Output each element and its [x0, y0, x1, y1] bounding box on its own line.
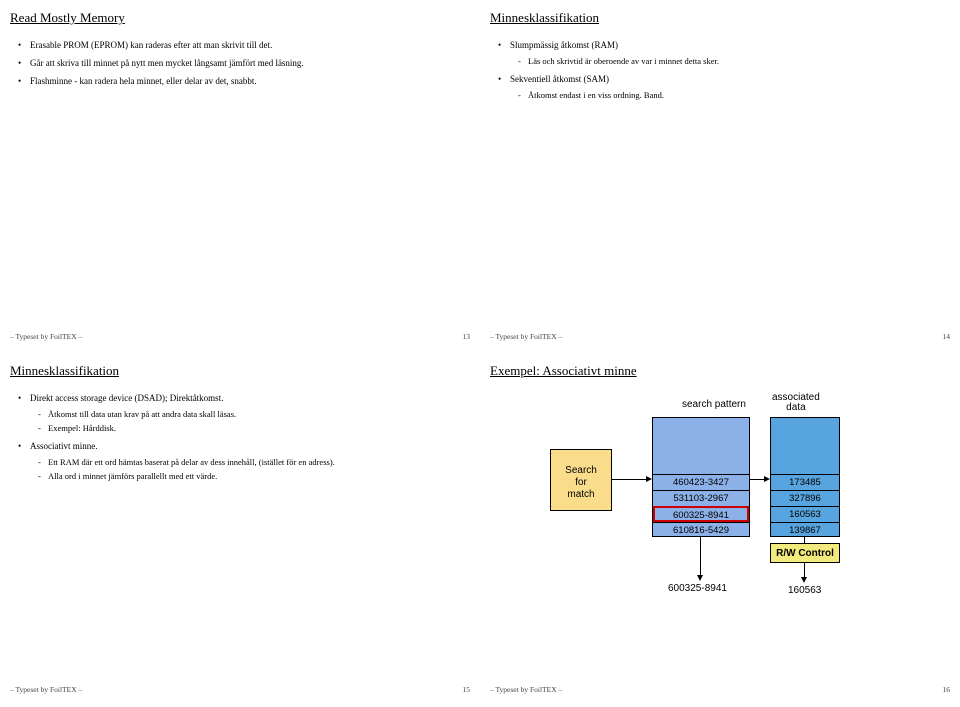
sub-text: Åtkomst till data utan krav på att andra…: [48, 409, 236, 419]
table-row: 173485: [771, 474, 839, 490]
sub-item: Alla ord i minnet jämförs parallellt med…: [38, 471, 470, 481]
list-item: Går att skriva till minnet på nytt men m…: [18, 58, 470, 68]
item-text: Associativt minne.: [30, 441, 98, 451]
footer-text: – Typeset by FoilTEX –: [10, 332, 82, 341]
data-table: 173485 327896 160563 139867: [770, 417, 840, 537]
sub-item: Åtkomst endast i en viss ordning. Band.: [518, 90, 950, 100]
footer-text: – Typeset by FoilTEX –: [10, 685, 82, 694]
rw-control-box: R/W Control: [770, 543, 840, 563]
table-row: 531103-2967: [653, 490, 749, 506]
sub-text: Åtkomst endast i en viss ordning. Band.: [528, 90, 664, 100]
footer-text: – Typeset by FoilTEX –: [490, 332, 562, 341]
list-item: Sekventiell åtkomst (SAM) Åtkomst endast…: [498, 74, 950, 100]
table-row-highlight: 600325-8941: [653, 506, 749, 522]
associative-memory-diagram: search pattern associateddata Searchform…: [550, 393, 890, 603]
list-item: Flashminne - kan radera hela minnet, ell…: [18, 76, 470, 86]
footer: – Typeset by FoilTEX – 15: [10, 685, 470, 694]
slide-16: Exempel: Associativt minne search patter…: [490, 363, 950, 696]
title: Exempel: Associativt minne: [490, 363, 950, 379]
bullet-list: Slumpmässig åtkomst (RAM) Läs och skrivt…: [498, 40, 950, 100]
sub-item: Exempel: Hårddisk.: [38, 423, 470, 433]
table-row: 610816-5429: [653, 522, 749, 538]
arrow-head-icon: [697, 575, 703, 581]
result-right-label: 160563: [788, 585, 821, 596]
sub-item: Åtkomst till data utan krav på att andra…: [38, 409, 470, 419]
sub-text: Ett RAM där ett ord hämtas baserat på de…: [48, 457, 335, 467]
pattern-table: 460423-3427 531103-2967 600325-8941 6108…: [652, 417, 750, 537]
page-number: 13: [463, 332, 471, 341]
arrow: [612, 479, 646, 480]
item-text: Flashminne - kan radera hela minnet, ell…: [30, 76, 257, 86]
item-text: Erasable PROM (EPROM) kan raderas efter …: [30, 40, 272, 50]
footer: – Typeset by FoilTEX – 13: [10, 332, 470, 341]
item-text: Slumpmässig åtkomst (RAM): [510, 40, 618, 50]
label-search-pattern: search pattern: [682, 399, 746, 410]
slide-13: Read Mostly Memory Erasable PROM (EPROM)…: [10, 10, 470, 343]
footer: – Typeset by FoilTEX – 14: [490, 332, 950, 341]
title: Minnesklassifikation: [10, 363, 470, 379]
bullet-list: Erasable PROM (EPROM) kan raderas efter …: [18, 40, 470, 86]
table-row: 160563: [771, 506, 839, 522]
footer: – Typeset by FoilTEX – 16: [490, 685, 950, 694]
label-associated-data: associateddata: [772, 393, 820, 413]
item-text: Direkt access storage device (DSAD); Dir…: [30, 393, 223, 403]
table-row: 327896: [771, 490, 839, 506]
arrow-head-icon: [764, 476, 770, 482]
sub-text: Läs och skrivtid är oberoende av var i m…: [528, 56, 719, 66]
list-item: Direkt access storage device (DSAD); Dir…: [18, 393, 470, 433]
result-left-label: 600325-8941: [668, 583, 727, 594]
title: Minnesklassifikation: [490, 10, 950, 26]
item-text: Går att skriva till minnet på nytt men m…: [30, 58, 304, 68]
slide-15: Minnesklassifikation Direkt access stora…: [10, 363, 470, 696]
sub-text: Alla ord i minnet jämförs parallellt med…: [48, 471, 217, 481]
list-item: Associativt minne. Ett RAM där ett ord h…: [18, 441, 470, 481]
page-number: 14: [943, 332, 951, 341]
bullet-list: Direkt access storage device (DSAD); Dir…: [18, 393, 470, 481]
arrow: [700, 537, 701, 575]
item-text: Sekventiell åtkomst (SAM): [510, 74, 609, 84]
list-item: Slumpmässig åtkomst (RAM) Läs och skrivt…: [498, 40, 950, 66]
search-for-match-box: Searchformatch: [550, 449, 612, 511]
arrow: [804, 563, 805, 577]
title: Read Mostly Memory: [10, 10, 470, 26]
arrow: [750, 479, 764, 480]
table-row: 460423-3427: [653, 474, 749, 490]
footer-text: – Typeset by FoilTEX –: [490, 685, 562, 694]
table-row: 139867: [771, 522, 839, 538]
page-number: 15: [463, 685, 471, 694]
sub-text: Exempel: Hårddisk.: [48, 423, 116, 433]
sub-item: Läs och skrivtid är oberoende av var i m…: [518, 56, 950, 66]
list-item: Erasable PROM (EPROM) kan raderas efter …: [18, 40, 470, 50]
sub-item: Ett RAM där ett ord hämtas baserat på de…: [38, 457, 470, 467]
slide-14: Minnesklassifikation Slumpmässig åtkomst…: [490, 10, 950, 343]
arrow: [804, 537, 805, 543]
page-number: 16: [943, 685, 951, 694]
arrow-head-icon: [801, 577, 807, 583]
